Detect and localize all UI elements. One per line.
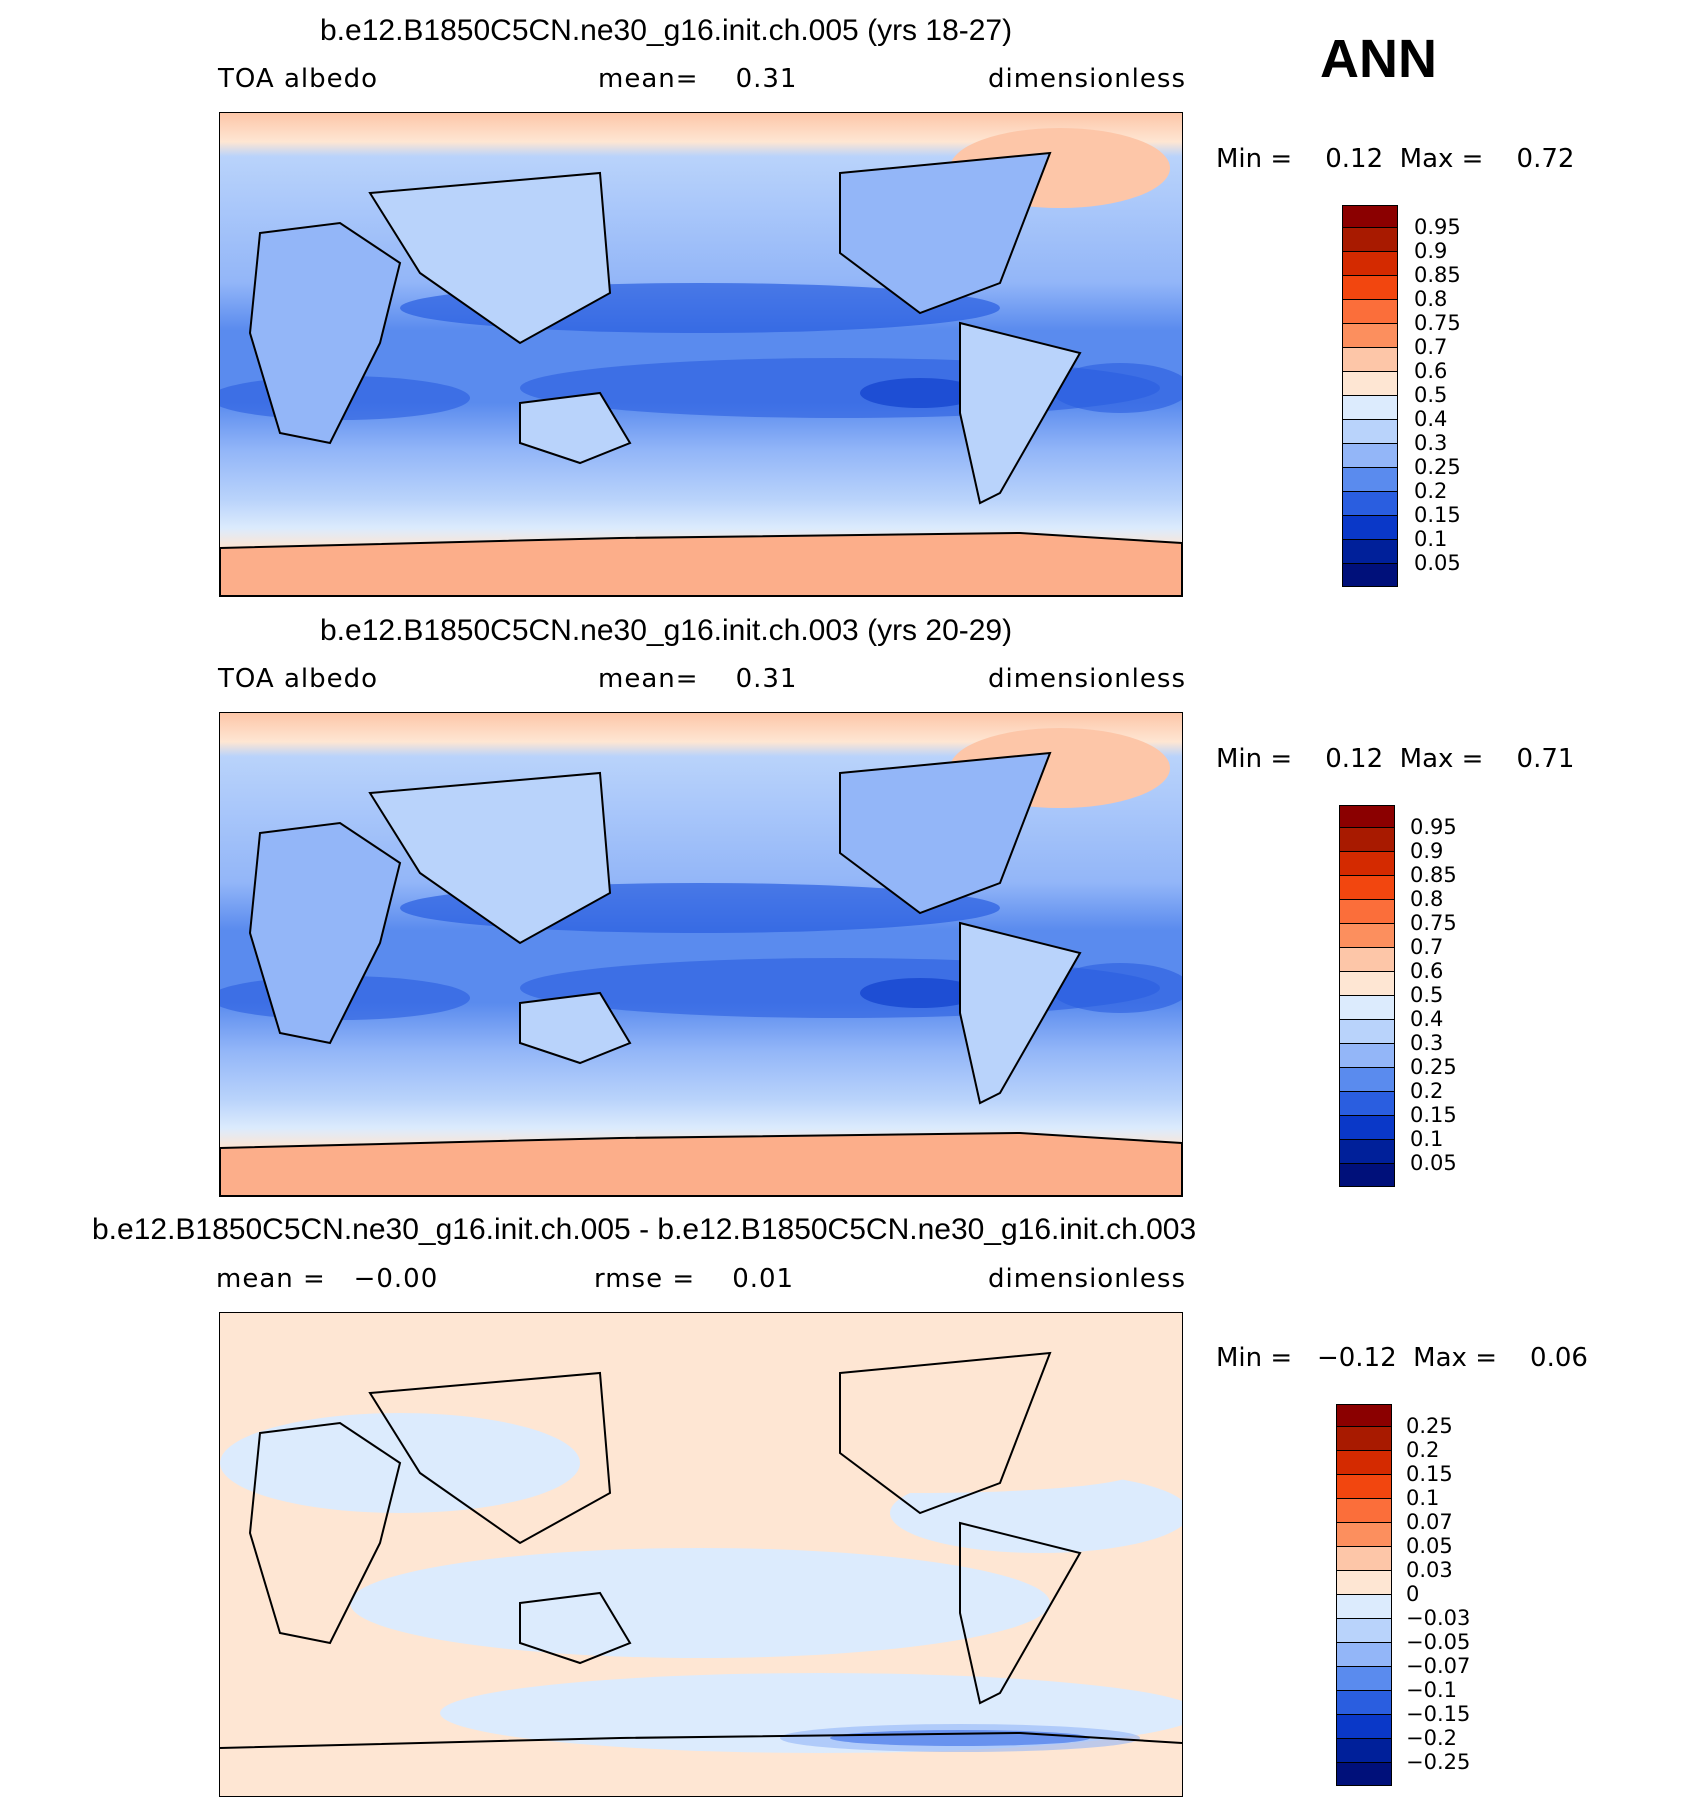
season-label: ANN — [1320, 29, 1437, 89]
colorbar-tick-label: 0.05 — [1410, 1151, 1457, 1175]
panel1-units-label: dimensionless — [988, 64, 1186, 94]
colorbar-tick-label: 0.4 — [1410, 1007, 1444, 1031]
panel1-map — [219, 112, 1183, 597]
panel1-colorbar — [1342, 205, 1398, 587]
colorbar-tick-label: −0.05 — [1406, 1630, 1471, 1654]
colorbar-tick-label: 0.8 — [1414, 287, 1448, 311]
colorbar-tick-label: 0.15 — [1410, 1103, 1457, 1127]
colorbar-tick-label: 0 — [1406, 1582, 1420, 1606]
panel2-colorbar — [1339, 805, 1395, 1187]
panel3-rmse-label: rmse = 0.01 — [594, 1264, 795, 1294]
panel1-map-field — [220, 113, 1182, 596]
colorbar-tick-label: 0.2 — [1406, 1438, 1440, 1462]
panel3-title: b.e12.B1850C5CN.ne30_g16.init.ch.005 - b… — [92, 1213, 1197, 1246]
colorbar-tick-label: 0.9 — [1414, 239, 1448, 263]
colorbar-tick-label: 0.2 — [1414, 479, 1448, 503]
panel2-minmax: Min = 0.12 Max = 0.71 — [1216, 744, 1575, 774]
colorbar-tick-label: 0.05 — [1406, 1534, 1453, 1558]
colorbar-tick-label: 0.4 — [1414, 407, 1448, 431]
colorbar-tick-label: 0.5 — [1414, 383, 1448, 407]
colorbar-tick-label: 0.85 — [1414, 263, 1461, 287]
colorbar-tick-label: −0.25 — [1406, 1750, 1471, 1774]
colorbar-tick-label: 0.2 — [1410, 1079, 1444, 1103]
colorbar-tick-label: −0.03 — [1406, 1606, 1471, 1630]
colorbar-tick-label: −0.07 — [1406, 1654, 1471, 1678]
colorbar-tick-label: 0.03 — [1406, 1558, 1453, 1582]
colorbar-tick-label: 0.75 — [1414, 311, 1461, 335]
colorbar-tick-label: 0.85 — [1410, 863, 1457, 887]
panel3-map — [219, 1312, 1183, 1797]
panel2-left-label: TOA albedo — [218, 664, 379, 694]
colorbar-tick-label: 0.05 — [1414, 551, 1461, 575]
colorbar-tick-label: 0.9 — [1410, 839, 1444, 863]
panel1-mean-label: mean= 0.31 — [598, 64, 798, 94]
panel1-minmax: Min = 0.12 Max = 0.72 — [1216, 144, 1575, 174]
colorbar-tick-label: 0.3 — [1414, 431, 1448, 455]
panel3-mean-label: mean = −0.00 — [216, 1264, 439, 1294]
panel2-mean-label: mean= 0.31 — [598, 664, 798, 694]
colorbar-tick-label: 0.1 — [1414, 527, 1448, 551]
colorbar-tick-label: −0.15 — [1406, 1702, 1471, 1726]
colorbar-tick-label: 0.95 — [1410, 815, 1457, 839]
colorbar-tick-label: 0.75 — [1410, 911, 1457, 935]
panel2-map — [219, 712, 1183, 1197]
colorbar-tick-label: 0.25 — [1410, 1055, 1457, 1079]
panel3-minmax: Min = −0.12 Max = 0.06 — [1216, 1343, 1588, 1373]
colorbar-tick-label: 0.7 — [1410, 935, 1444, 959]
panel1-title: b.e12.B1850C5CN.ne30_g16.init.ch.005 (yr… — [320, 14, 1013, 47]
panel3-map-field — [220, 1313, 1182, 1796]
panel1-left-label: TOA albedo — [218, 64, 379, 94]
colorbar-tick-label: 0.3 — [1410, 1031, 1444, 1055]
colorbar-tick-label: 0.6 — [1410, 959, 1444, 983]
colorbar-tick-label: 0.6 — [1414, 359, 1448, 383]
panel3-units-label: dimensionless — [988, 1264, 1186, 1294]
colorbar-tick-label: 0.15 — [1406, 1462, 1453, 1486]
colorbar-tick-label: 0.1 — [1406, 1486, 1440, 1510]
colorbar-tick-label: 0.5 — [1410, 983, 1444, 1007]
panel2-title: b.e12.B1850C5CN.ne30_g16.init.ch.003 (yr… — [320, 614, 1013, 647]
colorbar-tick-label: 0.7 — [1414, 335, 1448, 359]
colorbar-tick-label: 0.07 — [1406, 1510, 1453, 1534]
colorbar-tick-label: 0.25 — [1406, 1414, 1453, 1438]
colorbar-tick-label: 0.15 — [1414, 503, 1461, 527]
colorbar-tick-label: 0.8 — [1410, 887, 1444, 911]
colorbar-tick-label: −0.1 — [1406, 1678, 1457, 1702]
colorbar-tick-label: −0.2 — [1406, 1726, 1457, 1750]
colorbar-tick-label: 0.95 — [1414, 215, 1461, 239]
colorbar-tick-label: 0.25 — [1414, 455, 1461, 479]
panel3-colorbar — [1336, 1404, 1392, 1786]
panel2-units-label: dimensionless — [988, 664, 1186, 694]
colorbar-tick-label: 0.1 — [1410, 1127, 1444, 1151]
panel2-map-field — [220, 713, 1182, 1196]
